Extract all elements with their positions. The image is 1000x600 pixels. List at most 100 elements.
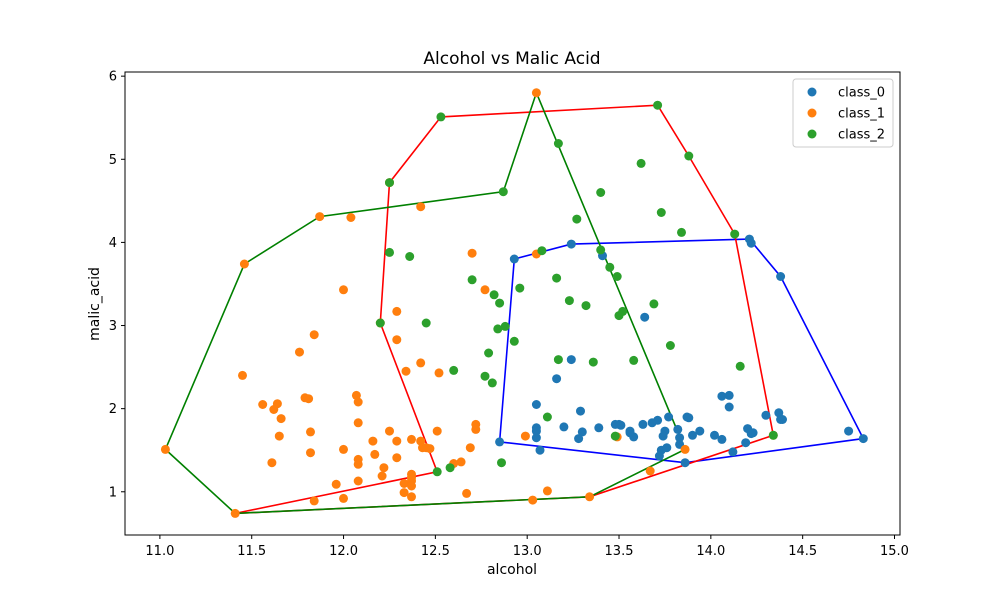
class_1-point [339,444,348,454]
class_0-point [746,429,756,439]
class_2-point [480,371,490,381]
class_0-point [509,254,519,264]
class_0-point [531,400,541,409]
class_2-point [656,208,666,217]
class_2-point [497,458,506,468]
class_1-point [370,449,380,459]
class_1-point [309,330,319,340]
class_0-point [844,426,854,436]
class_1-point [309,496,319,506]
class_2-point [596,245,606,255]
y-tick-label: 3 [109,319,117,334]
legend-label-class_0: class_0 [838,86,885,101]
class_2-point [612,272,622,281]
class_2-point [636,158,646,168]
class_1-point [331,479,341,489]
legend-label-class_2: class_2 [838,128,885,143]
class_1-point [351,390,361,400]
x-tick-label: 13.0 [513,544,542,559]
class_0-point [675,433,685,443]
class_1-point [680,444,690,454]
class_0-point [741,438,751,448]
class_2-point [500,321,510,331]
class_0-point [680,458,690,468]
class_1-point [353,454,363,464]
class_1-point [421,443,431,453]
class_2-point [432,467,442,477]
class_1-point [407,492,416,502]
y-tick-label: 5 [109,153,117,168]
class_0-point [724,390,734,400]
class_0-point [654,451,664,461]
class_0-point [724,402,734,412]
class_2-point [610,431,620,441]
class_2-point [572,214,582,224]
class_1-point [465,443,475,453]
class_1-point [456,457,466,467]
legend-marker-class_0 [807,87,817,97]
class_1-point [416,202,426,212]
class_0-point [710,430,719,440]
class_1-point [295,347,304,357]
class_0-point [664,412,674,422]
class_1-point [392,335,402,345]
chart-title: Alcohol vs Malic Acid [423,49,600,69]
class_2-point [564,296,574,306]
y-tick-label: 1 [109,485,117,500]
class_1-point [276,414,286,424]
class_0-point [647,418,657,428]
class_0-point [717,434,727,444]
class_0-point [640,312,650,322]
y-tick-label: 2 [109,402,117,417]
class_0-point [761,410,771,420]
class_1-point [585,492,595,502]
class_0-point [776,415,786,424]
class_1-point [339,493,348,503]
class_2-point [553,139,563,148]
class_2-point [375,318,385,328]
class_2-point [665,341,675,350]
plot-area-frame [124,71,901,536]
class_1-point [353,418,363,428]
class_0-point [638,419,648,429]
class_2-point [552,273,562,283]
class_1-point [471,424,481,434]
x-tick-label: 12.5 [421,544,450,559]
class_2-point [495,298,505,308]
class_2-point [588,357,598,367]
class_2-point [421,318,431,328]
class_1-point [407,473,416,483]
class_2-point [649,299,659,309]
class_0-point [552,374,562,384]
class_1-point [462,488,472,498]
class_2-point [385,178,394,188]
class_1-point [480,285,490,295]
class_1-point [399,479,409,488]
y-tick-label: 4 [109,236,117,251]
class_1-point [416,358,426,368]
class_1-point [160,444,170,454]
class_2-point [449,365,459,375]
class_0-point [535,445,545,455]
class_1-point [306,427,315,437]
class_1-point [434,368,444,378]
class_2-point [553,355,563,365]
legend-label-class_1: class_1 [838,107,885,122]
class_1-point [392,306,402,316]
class_1-point [385,426,394,436]
class_2-point [629,355,639,365]
class_2-point [677,227,686,237]
class_2-point [515,283,525,293]
class_1-point [528,495,538,505]
class_1-point [368,436,378,446]
class_1-point [432,426,442,436]
class_1-point [258,400,268,409]
class_2-point [735,361,745,371]
legend: class_0 class_1 class_2 [792,78,894,148]
class_0-point [688,430,697,440]
class_0-point [658,431,668,441]
class_1-point [392,436,402,446]
x-axis-title: alcohol [487,562,537,578]
y-tick-label: 6 [109,70,117,85]
